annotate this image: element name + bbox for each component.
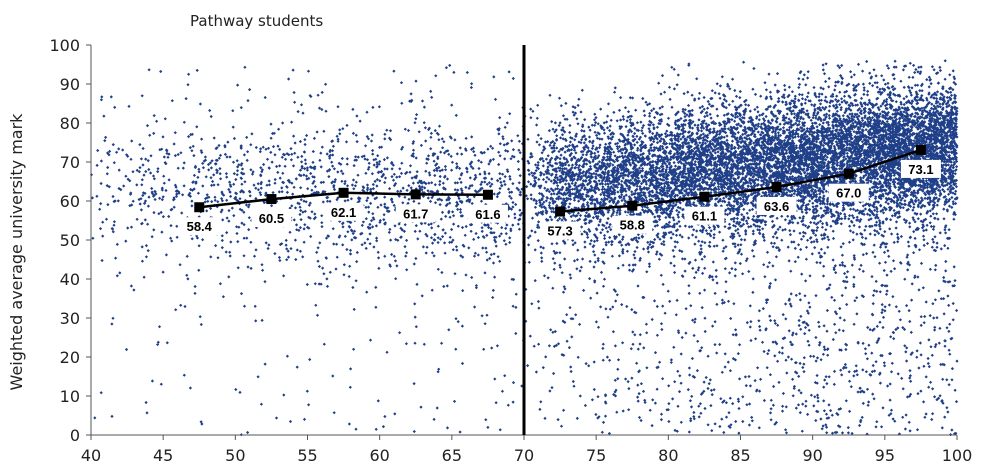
- y-tick-label: 0: [70, 426, 80, 445]
- data-label: 73.1: [908, 162, 933, 177]
- y-tick-label: 20: [60, 348, 80, 367]
- data-label: 62.1: [331, 205, 356, 220]
- trend-marker: [411, 189, 421, 199]
- y-tick-label: 100: [49, 36, 80, 55]
- x-tick-label: 65: [442, 446, 462, 465]
- x-tick-label: 45: [153, 446, 173, 465]
- y-tick-label: 70: [60, 153, 80, 172]
- axes: 0 10 20 30 40 50 60 70 80 90 100 40 45 50 55 60 65 70 75 80…: [49, 36, 972, 465]
- trend-marker: [555, 207, 565, 217]
- x-tick-label: 85: [730, 446, 750, 465]
- trend-marker: [844, 169, 854, 179]
- x-tick-label: 55: [297, 446, 317, 465]
- x-tick-label: 60: [369, 446, 389, 465]
- y-axis-label: Weighted average university mark: [7, 113, 26, 391]
- data-label: 58.8: [620, 218, 645, 233]
- trend-marker: [194, 202, 204, 212]
- data-label: 61.1: [692, 209, 717, 224]
- y-tick-label: 80: [60, 114, 80, 133]
- data-label: 57.3: [547, 224, 572, 239]
- trend-marker: [916, 145, 926, 155]
- trend-marker: [772, 182, 782, 192]
- trend-marker: [483, 190, 493, 200]
- y-tick-label: 10: [60, 387, 80, 406]
- x-tick-label: 70: [514, 446, 534, 465]
- pathway-annotation: Pathway students: [190, 12, 323, 30]
- data-label: 58.4: [187, 219, 213, 234]
- x-tick-label: 80: [658, 446, 678, 465]
- data-label: 61.7: [403, 206, 428, 221]
- trend-marker: [266, 194, 276, 204]
- x-tick-label: 100: [942, 446, 973, 465]
- y-tick-label: 50: [60, 231, 80, 250]
- data-label: 60.5: [259, 211, 284, 226]
- trend-marker: [339, 188, 349, 198]
- data-label: 67.0: [836, 186, 861, 201]
- y-tick-label: 30: [60, 309, 80, 328]
- y-tick-label: 40: [60, 270, 80, 289]
- x-tick-label: 95: [875, 446, 895, 465]
- y-tick-label: 90: [60, 75, 80, 94]
- data-label: 61.6: [475, 207, 500, 222]
- y-tick-label: 60: [60, 192, 80, 211]
- x-tick-label: 90: [802, 446, 822, 465]
- trend-marker: [699, 192, 709, 202]
- x-tick-label: 75: [586, 446, 606, 465]
- data-label: 63.6: [764, 199, 789, 214]
- x-tick-label: 50: [225, 446, 245, 465]
- trend-marker: [627, 201, 637, 211]
- x-tick-label: 40: [81, 446, 101, 465]
